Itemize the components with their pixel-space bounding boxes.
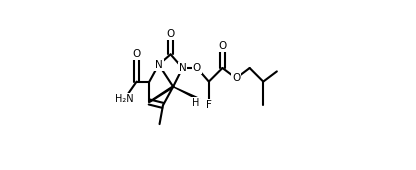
Polygon shape (173, 87, 200, 99)
Text: H₂N: H₂N (115, 94, 134, 104)
Text: O: O (132, 49, 141, 59)
Text: N: N (178, 63, 186, 73)
Text: N: N (155, 60, 163, 70)
Text: F: F (206, 100, 212, 110)
Text: H: H (191, 98, 199, 108)
Text: O: O (193, 63, 201, 73)
Text: O: O (232, 73, 240, 83)
Polygon shape (149, 87, 174, 102)
Text: O: O (218, 41, 227, 51)
Text: O: O (166, 29, 175, 39)
